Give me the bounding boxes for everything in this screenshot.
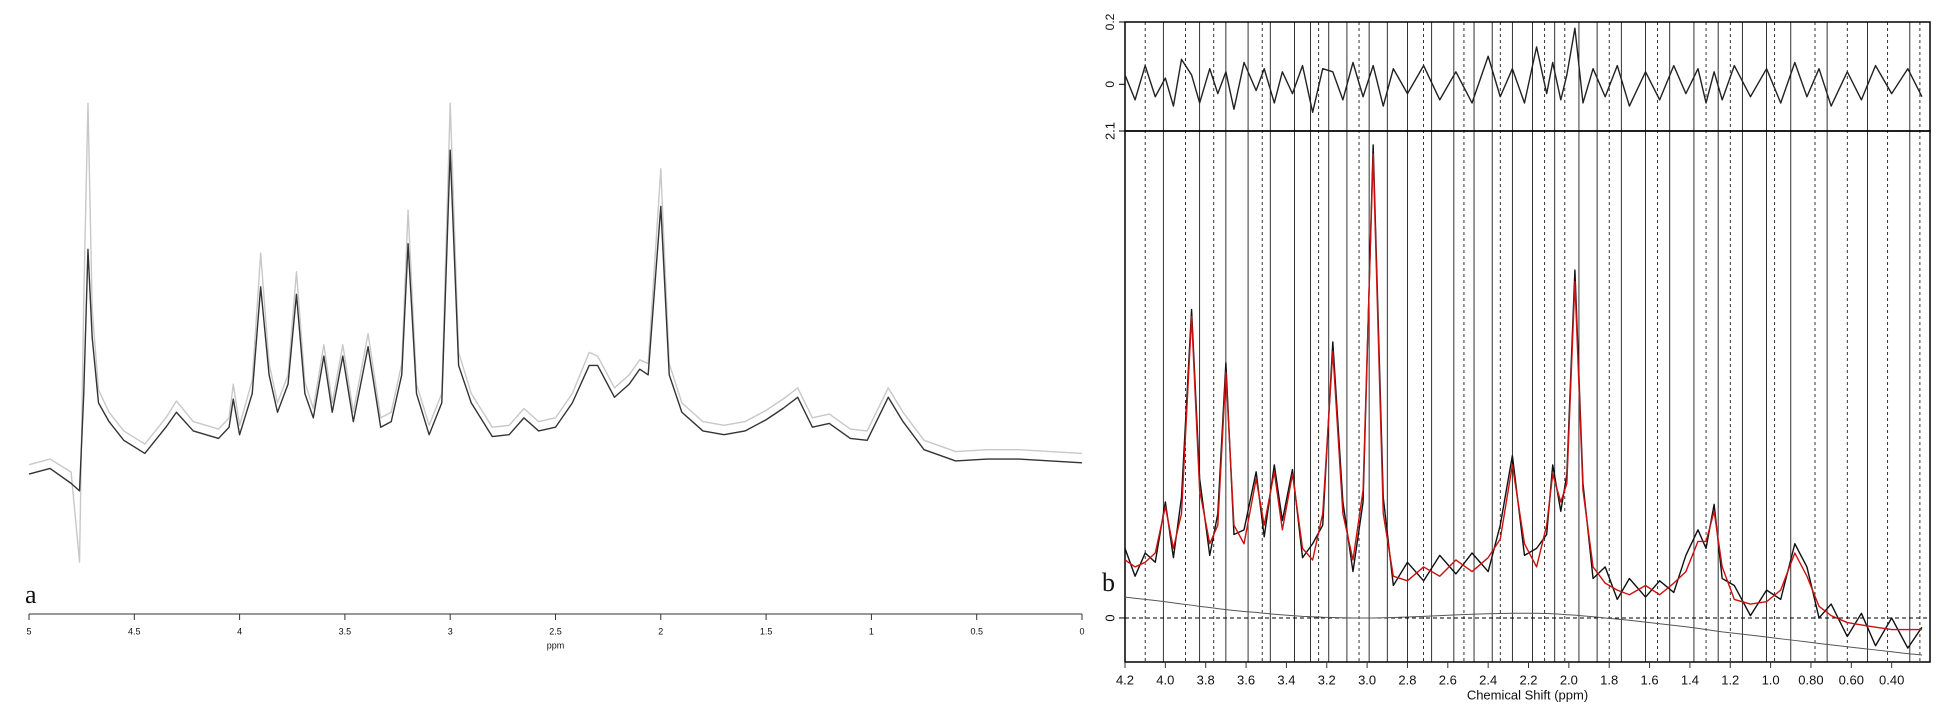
y-tick-label: 0: [1102, 614, 1117, 621]
x-tick-label: 4.5: [128, 626, 141, 636]
x-tick-label: 1.6: [1641, 672, 1659, 687]
x-tick-label: 3.6: [1237, 672, 1255, 687]
x-tick-label: 0.40: [1879, 672, 1904, 687]
x-tick-label: 3.2: [1318, 672, 1336, 687]
spectrum-line: [1124, 153, 1922, 631]
x-tick-label: 2.4: [1479, 672, 1497, 687]
x-tick-label: 2.2: [1519, 672, 1537, 687]
x-tick-label: 2.0: [1560, 672, 1578, 687]
spectrum-line: [1124, 27, 1923, 114]
y-tick-label: 2.1: [1102, 122, 1117, 140]
plot-frame: [1124, 130, 1931, 663]
x-tick-label: 3: [448, 626, 453, 636]
x-axis-label: Chemical Shift (ppm): [1467, 687, 1588, 702]
x-tick-label: 0: [1079, 626, 1084, 636]
x-tick-label: 2.8: [1398, 672, 1416, 687]
spectrum-line: [1124, 596, 1922, 656]
x-tick-label: 0.60: [1839, 672, 1864, 687]
x-tick-label: 0.5: [970, 626, 983, 636]
x-tick-label: 3.0: [1358, 672, 1376, 687]
x-tick-label: 1.0: [1762, 672, 1780, 687]
x-tick-label: 5: [26, 626, 31, 636]
x-tick-label: 0.80: [1798, 672, 1823, 687]
x-tick-label: 2: [658, 626, 663, 636]
x-tick-label: 1.2: [1721, 672, 1739, 687]
spectrum-line: [1124, 144, 1923, 649]
x-axis-label: ppm: [547, 640, 565, 650]
x-tick-label: 1.5: [760, 626, 773, 636]
panel-label: a: [25, 580, 37, 609]
y-tick-label: 0.2: [1103, 13, 1117, 30]
x-tick-label: 2.6: [1439, 672, 1457, 687]
x-tick-label: 4: [237, 626, 242, 636]
spectrum-line: [28, 102, 1083, 563]
x-tick-label: 3.4: [1277, 672, 1295, 687]
plot-frame: [1124, 21, 1931, 132]
spectrum-line: [28, 149, 1083, 492]
x-tick-label: 4.2: [1116, 672, 1134, 687]
x-tick-label: 3.5: [339, 626, 352, 636]
x-tick-label: 3.8: [1197, 672, 1215, 687]
x-tick-label: 1.8: [1600, 672, 1618, 687]
y-tick-label: 0: [1103, 81, 1117, 88]
x-tick-label: 4.0: [1156, 672, 1174, 687]
x-tick-label: 1.4: [1681, 672, 1699, 687]
x-tick-label: 1: [869, 626, 874, 636]
x-tick-label: 2.5: [549, 626, 562, 636]
panel-label: b: [1102, 568, 1115, 597]
